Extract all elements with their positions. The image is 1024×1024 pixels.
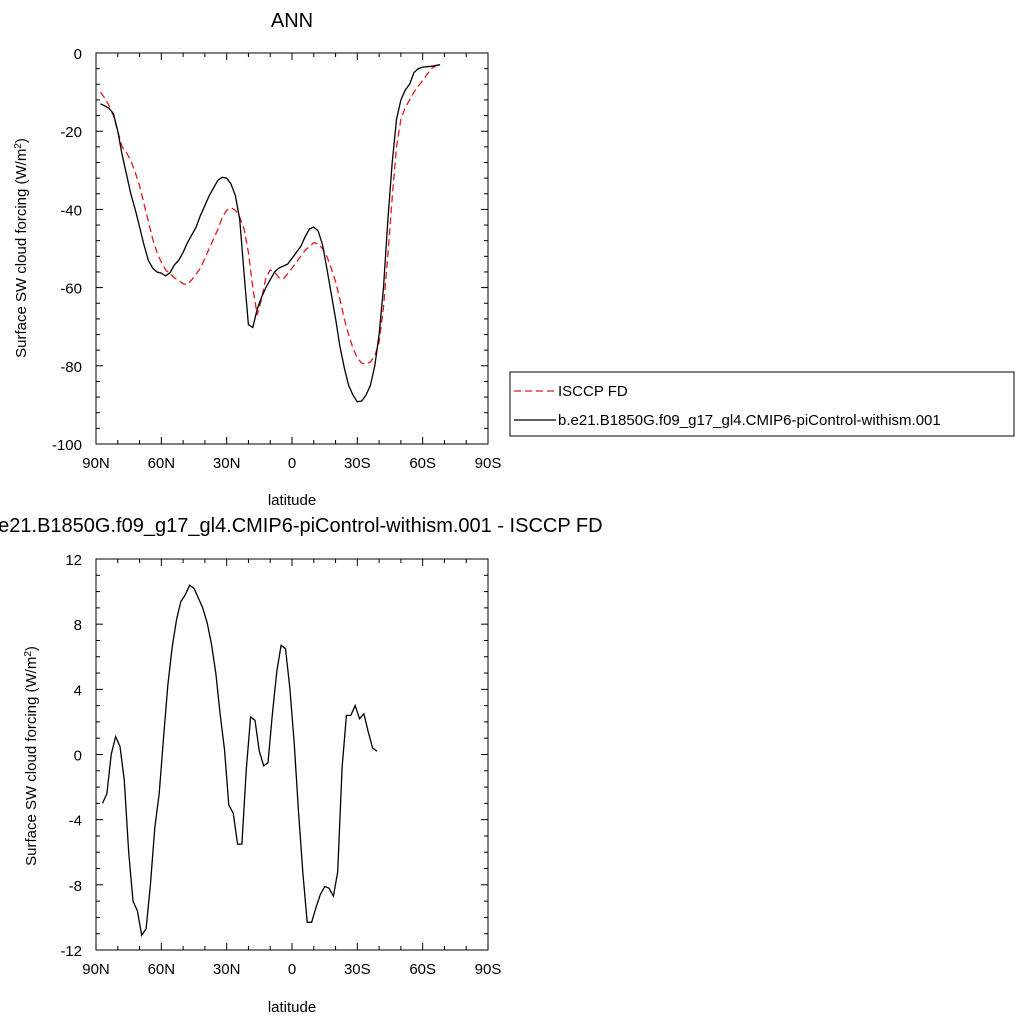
panel2-xlabel: latitude [268, 999, 316, 1016]
panel1-title: ANN [271, 10, 313, 32]
panel1-xtick-label: 0 [288, 455, 296, 472]
panel1-ytick-label: -60 [60, 281, 82, 298]
panel1-ytick-label: 0 [74, 46, 82, 63]
panel1-xtick-label: 30N [213, 455, 241, 472]
panel1-series-line-2 [100, 64, 441, 403]
panel2-ytick-label: -4 [69, 813, 82, 830]
panel2-plot-area: 90N 60N 30N 0 30S 60S 90S 12 8 4 0 -4 -8 -12 [60, 552, 501, 978]
panel1-xtick-label: 60S [409, 455, 436, 472]
panel1-ylabel-close: ) [13, 138, 30, 143]
panel1-frame [95, 52, 489, 445]
panel1-xlabel: latitude [268, 492, 316, 509]
panel2-title: b.e21.B1850G.f09_g17_gl4.CMIP6-piControl… [0, 515, 603, 537]
panel2-ytick-label: -8 [69, 878, 82, 895]
panel2-xtick-label: 60N [148, 961, 176, 978]
panel2-ytick-label: 8 [74, 617, 82, 634]
panel2-frame [95, 558, 489, 951]
panel1-xtick-label: 30S [344, 455, 371, 472]
panel2-xtick-label: 0 [288, 961, 296, 978]
panel1-ytick-label: -80 [60, 359, 82, 376]
panel2-ylabel-main: Surface SW cloud forcing (W/m [23, 657, 40, 866]
legend: ISCCP FD b.e21.B1850G.f09_g17_gl4.CMIP6-… [509, 371, 1015, 437]
panel2-ylabel-sup: 2 [23, 651, 34, 657]
panel1-series-line-1 [99, 64, 441, 365]
panel1-ytick-label: -100 [52, 437, 82, 454]
panel2-xtick-label: 90S [475, 961, 502, 978]
panel2-xtick-label: 60S [409, 961, 436, 978]
panel2-ylabel-close: ) [23, 646, 40, 651]
panel1-plot-area: 90N 60N 30N 0 30S 60S 90S 0 -20 -40 -60 -80 -100 [52, 46, 501, 472]
legend-label-model: b.e21.B1850G.f09_g17_gl4.CMIP6-piControl… [558, 412, 941, 429]
panel2-series-line-1 [101, 584, 378, 937]
panel2-ytick-label: 12 [65, 552, 82, 569]
panel2-xtick-label: 90N [82, 961, 110, 978]
panel2-ytick-label: 4 [74, 682, 82, 699]
panel1-ytick-label: -40 [60, 202, 82, 219]
legend-label-isccp: ISCCP FD [558, 383, 628, 400]
panel1-ylabel: Surface SW cloud forcing (W/m2) [13, 138, 31, 358]
panel2-xtick-label: 30N [213, 961, 241, 978]
panel1-xtick-label: 90N [82, 455, 110, 472]
panel2-xtick-label: 30S [344, 961, 371, 978]
panel2-ylabel: Surface SW cloud forcing (W/m2) [23, 646, 41, 866]
panel1-xtick-label: 60N [148, 455, 176, 472]
legend-box [509, 371, 1015, 437]
panel1-xtick-label: 90S [475, 455, 502, 472]
panel2-ytick-label: -12 [60, 943, 82, 960]
panel1-ytick-label: -20 [60, 124, 82, 141]
panel1-ylabel-main: Surface SW cloud forcing (W/m [13, 149, 30, 358]
panel1-ylabel-sup: 2 [13, 143, 24, 149]
panel2-ytick-label: 0 [74, 748, 82, 765]
